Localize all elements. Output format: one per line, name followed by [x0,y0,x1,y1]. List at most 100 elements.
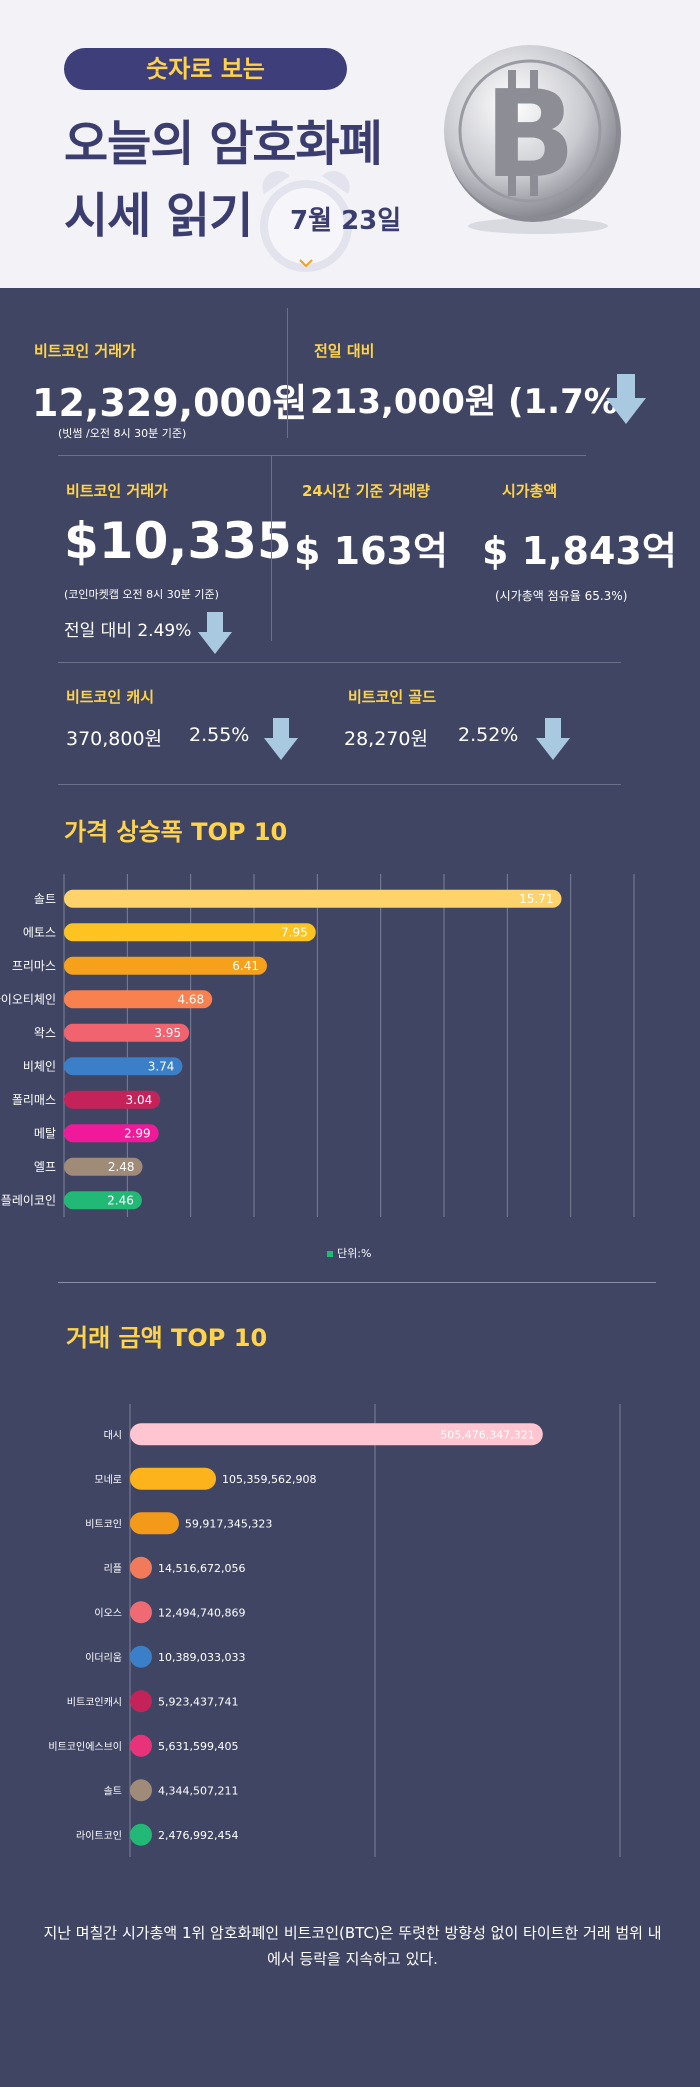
value-label: 59,917,345,323 [185,1517,272,1530]
divider [271,456,272,641]
value-label: 2.46 [107,1193,134,1207]
divider [58,662,621,663]
value-label: 4.68 [177,992,204,1006]
btc-usd-change: 전일 대비 2.49% [64,621,192,641]
btc-usd-label: 비트코인 거래가 [66,482,168,500]
value-label: 10,389,033,033 [158,1651,245,1664]
description-text: 지난 며칠간 시가총액 1위 암호화폐인 비트코인(BTC)은 뚜렷한 방향성 … [43,1924,662,1968]
main-panel [0,288,700,2087]
header-date: 7월 23일 [290,206,402,236]
category-label: 왁스 [34,1026,56,1040]
category-label: 에토스 [23,925,56,939]
bch-value: 370,800원 [66,728,163,750]
category-label: 프리마스 [12,959,56,973]
bar [130,1645,152,1668]
category-label: 이더리움 [85,1652,122,1664]
value-label: 2.99 [124,1126,151,1140]
category-label: 폴리매스 [12,1093,56,1107]
down-arrow-icon [198,612,232,654]
prev-day-label: 전일 대비 [314,342,375,360]
value-label: 3.04 [126,1093,153,1107]
value-label: 3.74 [148,1059,175,1073]
bar [64,1090,161,1109]
btc-krw-value: 12,329,000원 [32,381,308,425]
category-label: 솔트 [34,892,56,906]
divider [58,784,621,785]
btg-change: 2.52% [458,724,519,746]
header-pill: 숫자로 보는 [64,48,347,90]
category-label: 엘프 [34,1160,56,1174]
down-arrow-icon [264,718,298,760]
category-label: 라이트코인 [76,1830,122,1842]
mcap-note: (시가총액 점유율 65.3%) [495,589,628,603]
down-arrow-icon [606,374,646,424]
bar [64,1191,142,1210]
value-label: 2.48 [108,1160,135,1174]
price-gain-chart: 솔트 15.71 에토스 7.95 프리마스 6.41 아이오티체인 4.68 왁스 3.95 비체… [0,874,635,1260]
divider [58,455,586,456]
category-label: 솔트 [104,1785,122,1797]
mcap-value: $ 1,843억 [482,529,677,573]
bar [64,956,267,975]
bar [130,1779,152,1802]
bar [130,1823,152,1846]
btc-krw-label: 비트코인 거래가 [34,342,136,360]
bch-change: 2.55% [189,724,250,746]
bar [64,1023,190,1042]
value-label: 105,359,562,908 [222,1473,316,1486]
value-label: 14,516,672,056 [158,1562,245,1575]
mcap-label: 시가총액 [502,482,558,500]
trade-volume-chart: 대시 505,476,347,321 모네로 105,359,562,908 비트코인 5… [48,1404,621,1857]
btg-value: 28,270원 [344,728,428,750]
value-label: 5,631,599,405 [158,1740,238,1753]
category-label: 비체인 [23,1059,56,1073]
volume-label: 24시간 기준 거래량 [302,482,430,500]
divider [58,1282,656,1283]
value-label: 7.95 [281,925,308,939]
legend-label: 단위:% [337,1247,371,1260]
value-label: 3.95 [154,1026,181,1040]
bar [130,1556,152,1579]
value-label: 2,476,992,454 [158,1829,238,1842]
category-label: 리플 [104,1563,122,1575]
chart1-title: 가격 상승폭 TOP 10 [64,818,288,846]
bar [130,1467,217,1490]
bar [64,889,562,908]
category-label: 대시 [104,1429,122,1441]
btc-usd-value: $10,335 [64,512,292,570]
bar [130,1734,152,1757]
divider [287,308,288,438]
alarm-clock-icon [260,171,352,272]
value-label: 15.71 [519,892,553,906]
bar [64,1124,159,1143]
value-label: 6.41 [232,959,259,973]
value-label: 12,494,740,869 [158,1606,245,1619]
category-label: 아이오티체인 [0,992,56,1006]
btc-krw-note: (빗썸 /오전 8시 30분 기준) [58,427,187,440]
bar [64,1057,183,1076]
value-label: 4,344,507,211 [158,1784,238,1797]
chart2-title: 거래 금액 TOP 10 [66,1324,268,1352]
category-label: 플레이코인 [1,1193,56,1207]
bar [130,1690,152,1713]
category-label: 비트코인 [85,1518,122,1530]
down-arrow-icon [536,718,570,760]
bar [64,990,213,1009]
bar [64,923,316,942]
header-banner: 숫자로 보는 오늘의 암호화폐 시세 읽기 7월 23일 B [0,0,700,288]
category-label: 이오스 [94,1607,122,1619]
bar [130,1423,543,1446]
bitcoin-coin-icon: B [444,45,621,234]
value-label: 505,476,347,321 [440,1428,534,1441]
btc-usd-note: (코인마켓캡 오전 8시 30분 기준) [64,588,219,601]
bar [130,1601,152,1624]
bch-label: 비트코인 캐시 [66,688,155,706]
category-label: 메탈 [34,1126,56,1140]
prev-day-value: 213,000원 (1.7%) [310,382,634,422]
header-title-line2: 시세 읽기 [64,188,253,244]
header-title-line1: 오늘의 암호화폐 [64,116,383,172]
category-label: 비트코인에스브이 [48,1741,122,1753]
bar [130,1512,179,1535]
category-label: 모네로 [94,1474,122,1486]
legend-swatch [327,1251,333,1257]
